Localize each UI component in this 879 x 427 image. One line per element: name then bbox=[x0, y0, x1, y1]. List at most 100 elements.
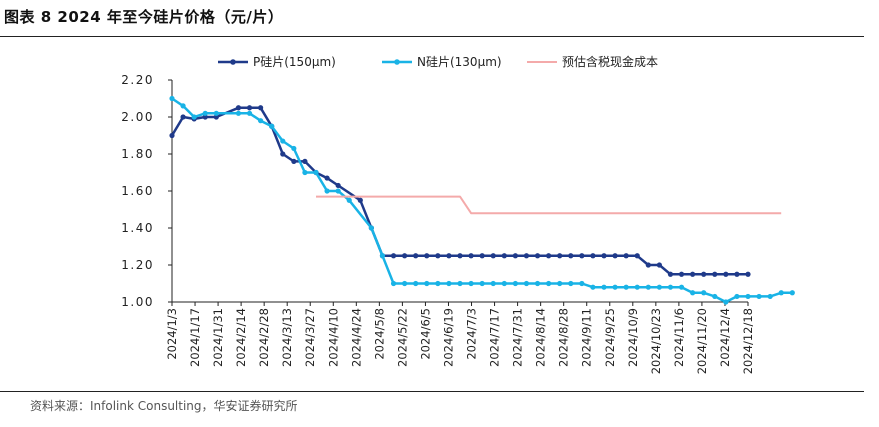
data-point bbox=[435, 253, 441, 259]
data-point bbox=[313, 169, 319, 176]
x-tick-label: 2024/8/28 bbox=[557, 308, 571, 367]
data-point bbox=[235, 110, 242, 116]
data-point bbox=[579, 280, 585, 287]
data-point bbox=[457, 280, 463, 287]
data-point bbox=[302, 169, 308, 176]
data-point bbox=[523, 253, 530, 259]
data-point bbox=[490, 280, 496, 287]
x-tick-label: 2024/6/5 bbox=[418, 308, 432, 360]
data-point bbox=[324, 175, 330, 181]
data-point bbox=[701, 271, 707, 277]
data-point bbox=[291, 145, 297, 152]
data-point bbox=[169, 95, 175, 102]
data-point bbox=[701, 290, 707, 296]
x-tick-label: 2024/7/31 bbox=[511, 308, 525, 367]
data-point bbox=[213, 114, 219, 120]
x-tick-label: 2024/1/3 bbox=[165, 308, 179, 360]
chart-title: 图表 8 2024 年至今硅片价格（元/片） bbox=[4, 8, 284, 26]
data-point bbox=[435, 280, 441, 287]
y-tick-label: 1.20 bbox=[121, 258, 154, 272]
legend-label-2: 预估含税现金成本 bbox=[562, 54, 658, 69]
data-point bbox=[734, 293, 740, 300]
x-tick-label: 2024/10/23 bbox=[649, 308, 663, 374]
data-point bbox=[512, 253, 518, 259]
x-tick-label: 2024/12/18 bbox=[741, 308, 755, 374]
data-point bbox=[656, 284, 662, 290]
data-point bbox=[634, 284, 640, 290]
data-point bbox=[269, 123, 275, 129]
x-tick-label: 2024/2/14 bbox=[234, 308, 248, 367]
x-tick-label: 2024/10/9 bbox=[626, 308, 640, 367]
data-point bbox=[390, 280, 397, 287]
data-point bbox=[413, 280, 419, 287]
data-point bbox=[446, 253, 452, 259]
legend-label-0: P硅片(150μm) bbox=[253, 55, 336, 69]
legend: P硅片(150μm) N硅片(130μm) 预估含税现金成本 bbox=[218, 54, 658, 69]
x-tick-label: 2024/1/31 bbox=[211, 308, 225, 367]
data-point bbox=[468, 253, 474, 259]
data-point bbox=[767, 293, 773, 300]
data-point bbox=[479, 280, 485, 287]
data-point bbox=[258, 118, 264, 124]
data-point bbox=[324, 188, 330, 194]
title-divider bbox=[0, 36, 864, 37]
data-point bbox=[723, 299, 729, 305]
x-tick-label: 2024/8/14 bbox=[534, 308, 548, 367]
x-tick-label: 2024/4/24 bbox=[349, 308, 363, 367]
y-tick-label: 2.00 bbox=[121, 110, 154, 124]
data-point bbox=[546, 253, 552, 259]
data-point bbox=[501, 253, 507, 259]
x-tick-label: 2024/9/25 bbox=[603, 308, 617, 367]
data-point bbox=[534, 253, 541, 259]
x-tick-label: 2024/5/8 bbox=[372, 308, 386, 360]
data-point bbox=[778, 290, 784, 296]
data-point bbox=[789, 290, 795, 296]
data-point bbox=[246, 110, 253, 116]
x-tick-label: 2024/1/17 bbox=[188, 308, 202, 367]
legend-label-1: N硅片(130μm) bbox=[417, 55, 502, 69]
data-point bbox=[656, 262, 662, 268]
data-point bbox=[568, 253, 574, 259]
data-point bbox=[512, 280, 518, 287]
data-point bbox=[667, 284, 674, 290]
series-layer bbox=[169, 95, 795, 305]
data-point bbox=[667, 271, 674, 277]
data-point bbox=[424, 280, 430, 287]
data-point bbox=[623, 253, 629, 259]
x-tick-label: 2024/2/28 bbox=[257, 308, 271, 367]
data-point bbox=[335, 182, 341, 189]
data-point bbox=[258, 105, 264, 111]
data-point bbox=[557, 253, 563, 259]
data-point bbox=[446, 280, 452, 287]
data-point bbox=[645, 262, 651, 268]
legend-marker-1 bbox=[394, 59, 400, 65]
x-tick-label: 2024/9/11 bbox=[580, 308, 594, 367]
series-line-0 bbox=[170, 106, 748, 276]
data-point bbox=[202, 114, 208, 120]
data-point bbox=[280, 138, 286, 144]
data-point bbox=[368, 225, 374, 231]
series-line-2 bbox=[316, 195, 782, 215]
y-tick-label: 1.00 bbox=[121, 295, 154, 309]
data-point bbox=[191, 114, 197, 120]
data-point bbox=[202, 110, 208, 116]
x-tick-label: 2024/7/17 bbox=[488, 308, 502, 367]
data-point bbox=[390, 253, 397, 259]
x-tick-label: 2024/3/27 bbox=[303, 308, 317, 367]
series-line-1 bbox=[171, 97, 793, 304]
data-point bbox=[280, 151, 286, 157]
data-point bbox=[623, 284, 629, 290]
data-point bbox=[568, 280, 574, 287]
data-point bbox=[690, 271, 696, 277]
data-point bbox=[402, 253, 408, 259]
y-tick-label: 1.40 bbox=[121, 221, 154, 235]
data-point bbox=[712, 293, 718, 300]
source-note: 资料来源：Infolink Consulting，华安证券研究所 bbox=[30, 399, 298, 413]
data-point bbox=[546, 280, 552, 287]
source-divider bbox=[0, 391, 864, 392]
data-point bbox=[590, 253, 596, 259]
x-tick-label: 2024/11/6 bbox=[672, 308, 686, 367]
data-point bbox=[678, 284, 685, 290]
data-point bbox=[601, 284, 607, 290]
